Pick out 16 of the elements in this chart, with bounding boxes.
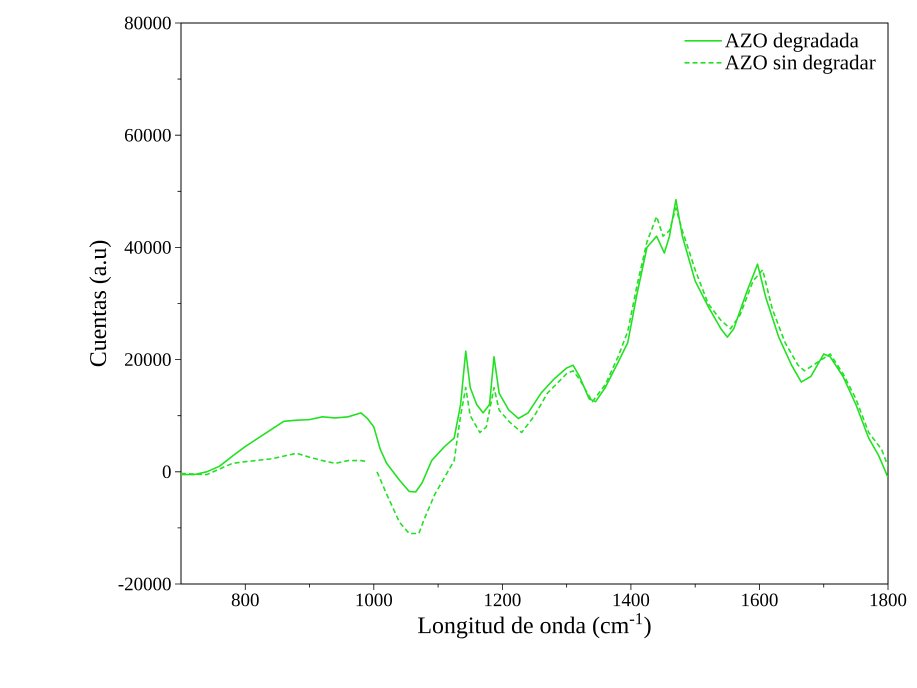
y-tick-label: 80000 <box>124 16 171 30</box>
legend-label: AZO sin degradar <box>724 54 876 74</box>
x-tick-label: 1400 <box>614 594 650 606</box>
y-axis-title: Cuentas (a.u) <box>89 240 112 366</box>
y-tick-label: 60000 <box>124 128 171 142</box>
x-tick-label: 1200 <box>485 594 521 606</box>
x-axis-title: Longitud de onda (cm$^{-1}$) <box>418 613 651 638</box>
y-tick-label: 40000 <box>124 241 171 254</box>
x-tick-label: 800 <box>232 594 259 606</box>
y-tick-label: 0 <box>162 465 171 478</box>
x-tick-label: 1600 <box>742 594 778 606</box>
y-tick-label: -20000 <box>118 578 171 590</box>
x-tick-label: 1000 <box>356 594 392 606</box>
legend-label: AZO degradada <box>724 32 859 52</box>
y-tick-label: 20000 <box>124 353 171 366</box>
x-tick-label: 1800 <box>870 594 906 606</box>
